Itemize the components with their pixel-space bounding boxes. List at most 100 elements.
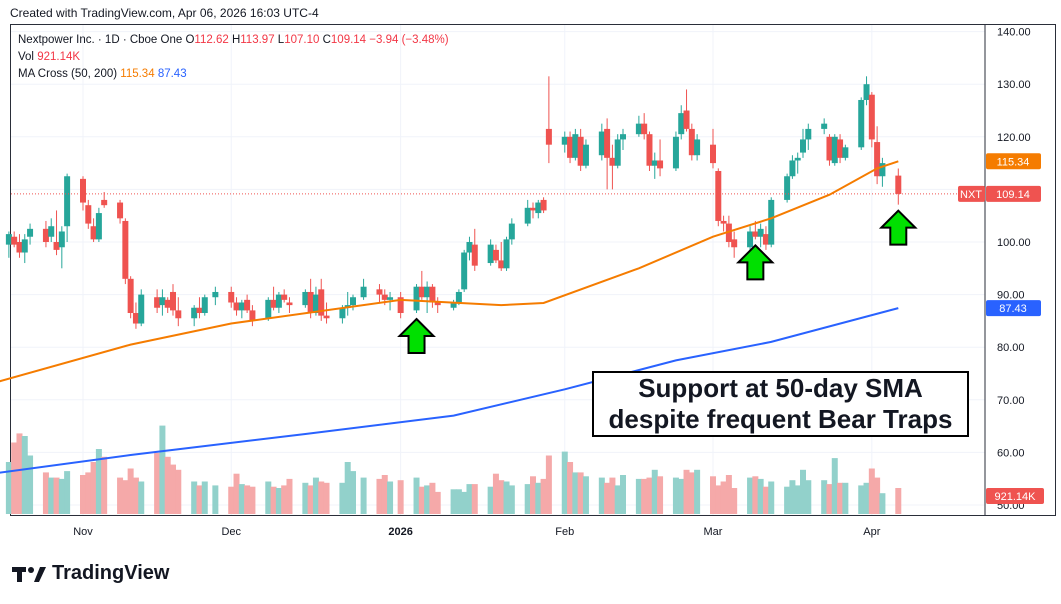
volume-bar xyxy=(598,477,605,514)
up-arrow-icon xyxy=(735,243,775,281)
candle-body xyxy=(64,176,71,227)
chart-frame[interactable] xyxy=(10,24,1056,516)
price-tick-label: 70.00 xyxy=(997,395,1025,407)
legend-high-label: H xyxy=(231,34,241,46)
volume-bar xyxy=(344,462,351,514)
candle-body xyxy=(826,136,833,161)
legend-low-label: L xyxy=(277,34,285,46)
candle-body xyxy=(238,302,245,311)
candle-body xyxy=(672,136,679,169)
time-axis: Nov Dec 2026 Feb Mar Apr xyxy=(73,526,880,538)
candle-body xyxy=(683,110,690,129)
candle-body xyxy=(360,286,367,298)
candle-body xyxy=(646,134,653,166)
candle-body xyxy=(710,144,716,164)
volume-bar xyxy=(238,484,245,514)
candle-body xyxy=(418,286,425,298)
volume-bar xyxy=(492,473,499,514)
candle-body xyxy=(567,136,574,158)
legend-ma200: 87.43 xyxy=(157,68,187,80)
candle-body xyxy=(530,207,536,211)
volume-bar xyxy=(397,480,404,514)
ma50-price-label-bg xyxy=(986,153,1041,170)
volume-price-label-text: 921.14K xyxy=(995,491,1037,503)
candle-body xyxy=(249,310,256,321)
candle-body xyxy=(16,242,23,253)
price-axis: 50.0060.0070.0080.0090.00100.00110.00120… xyxy=(997,27,1031,512)
candle-body xyxy=(858,99,865,148)
candle-body xyxy=(175,310,182,319)
price-tick-label: 100.00 xyxy=(997,237,1031,249)
volume-bar xyxy=(418,486,425,514)
volume-bar xyxy=(275,488,282,514)
candle-body xyxy=(21,239,28,253)
volume-bar xyxy=(58,478,65,514)
grid xyxy=(11,25,986,515)
tradingview-logo[interactable]: TradingView xyxy=(12,562,169,585)
candle-body xyxy=(122,220,129,279)
volume-bar xyxy=(228,486,235,514)
tradingview-logo-icon xyxy=(12,566,46,582)
volume-bar xyxy=(858,485,865,514)
candle-body xyxy=(80,178,86,203)
legend-ma-label: MA Cross (50, 200) xyxy=(18,68,118,80)
annotation-line-1: Support at 50-day SMA xyxy=(638,373,923,403)
candle-body xyxy=(747,231,754,248)
up-arrow-icon xyxy=(878,209,918,246)
candle-body xyxy=(620,134,626,140)
candle-body xyxy=(461,252,468,290)
candle-body xyxy=(450,302,457,308)
time-tick-label: Apr xyxy=(863,526,880,538)
volume-bar xyxy=(191,481,198,514)
volume-bar xyxy=(455,489,462,514)
volume-bar xyxy=(524,484,531,514)
ma50-price-label: 115.34 xyxy=(986,153,1041,170)
ma200-path xyxy=(0,307,899,474)
volume-bar xyxy=(27,455,34,514)
candle-body xyxy=(821,123,828,129)
volume-bar xyxy=(154,452,161,514)
candle-body xyxy=(376,289,383,295)
candle-body xyxy=(752,231,759,237)
candle-body xyxy=(895,175,902,194)
volume-bar xyxy=(620,475,626,514)
brand-name: TradingView xyxy=(52,562,170,584)
volume-bar xyxy=(720,481,727,514)
volume-bar xyxy=(5,462,12,514)
volume-bar xyxy=(831,458,838,514)
candle-body xyxy=(831,136,838,164)
up-arrow-icon xyxy=(397,317,436,355)
volume-bar xyxy=(540,478,547,514)
volume-bar xyxy=(646,477,653,514)
time-tick-label: 2026 xyxy=(388,526,412,538)
volume-bar xyxy=(874,477,881,514)
candle-body xyxy=(794,157,801,161)
candle-body xyxy=(48,226,55,237)
candle-body xyxy=(800,139,806,153)
volume-bar xyxy=(159,425,166,514)
candle-body xyxy=(545,128,552,145)
annotation-arrows xyxy=(397,209,918,355)
legend-change: −3.94 (−3.48%) xyxy=(369,34,449,46)
volume-bar xyxy=(651,469,658,514)
volume-bar xyxy=(757,478,764,514)
candle-body xyxy=(561,136,568,145)
price-tick-label: 140.00 xyxy=(997,27,1031,39)
candle-body xyxy=(381,294,388,300)
volume-bar xyxy=(784,486,791,514)
candle-body xyxy=(85,205,92,224)
candle-body xyxy=(132,313,139,324)
volume-bar xyxy=(175,469,182,514)
candle-body xyxy=(275,294,282,308)
volume-bar xyxy=(863,482,870,514)
volume-bar xyxy=(132,477,139,514)
legend-ma50: 115.34 xyxy=(120,68,155,80)
candle-body xyxy=(471,244,478,266)
volume-bar xyxy=(641,478,648,514)
candle-body xyxy=(678,113,685,135)
candle-body xyxy=(657,160,664,169)
volume-bar xyxy=(508,485,515,514)
time-tick-label: Feb xyxy=(555,526,574,538)
volume-bar xyxy=(609,477,616,514)
